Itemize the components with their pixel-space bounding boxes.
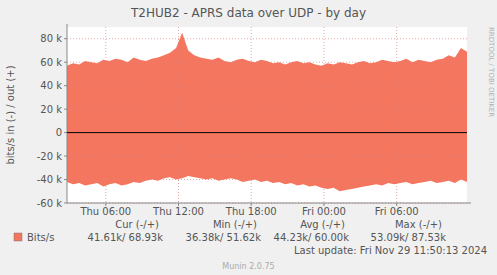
grid [67, 27, 467, 203]
area-in [67, 133, 467, 192]
stats-header: Cur (-/+) [115, 219, 159, 230]
y-tick-label: 0 [56, 127, 62, 138]
x-tick-label: Thu 06:00 [79, 206, 131, 217]
zero-line [67, 132, 467, 133]
y-grid-line [67, 38, 467, 39]
legend-label: Bits/s [27, 232, 54, 243]
y-axis [67, 24, 68, 203]
y-tick-label: 20 k [40, 104, 62, 115]
x-axis [67, 203, 471, 204]
stats-header: Avg (-/+) [300, 219, 345, 230]
y-grid-line [67, 85, 467, 86]
x-tick-label: Thu 18:00 [225, 206, 277, 217]
chart: T2HUB2 - APRS data over UDP - by day 80 k… [0, 0, 497, 275]
last-update: Last update: Fri Nov 29 11:50:13 2024 [294, 245, 487, 256]
y-tick-label: 60 k [40, 57, 62, 68]
y-axis-label: bits/s in (-) / out (+) [5, 65, 16, 164]
y-tick-label: 80 k [40, 33, 62, 44]
y-grid-line [67, 109, 467, 110]
stats-header: Max (-/+) [395, 219, 442, 230]
stats-value: 53.09k/ 87.53k [371, 232, 447, 243]
stats-value: 41.61k/ 68.93k [88, 232, 164, 243]
x-grid-line [105, 27, 106, 203]
y-tick-label: -60 k [37, 198, 63, 209]
x-tick-label: Fri 00:00 [302, 206, 346, 217]
background [0, 0, 497, 275]
title: T2HUB2 - APRS data over UDP - by day [130, 6, 366, 20]
y-tick-label: -40 k [37, 174, 63, 185]
stats-value: 44.23k/ 60.00k [274, 232, 350, 243]
x-tick-label: Fri 06:00 [375, 206, 419, 217]
area-out [67, 33, 467, 133]
stats-value: 36.38k/ 51.62k [186, 232, 262, 243]
stats-header: Min (-/+) [213, 219, 257, 230]
x-grid-line [396, 27, 397, 203]
x-grid-line [323, 27, 324, 203]
footer: Munin 2.0.75 [222, 262, 274, 271]
y-grid-line [67, 62, 467, 63]
x-grid-line [251, 27, 252, 203]
watermark: RRDTOOL / TOBI OETIKER [487, 27, 495, 117]
legend-swatch [14, 233, 22, 241]
y-tick-label: -20 k [37, 151, 63, 162]
y-grid-line [67, 132, 467, 133]
x-grid-line [178, 27, 179, 203]
data-group [67, 33, 467, 191]
y-grid-line [67, 179, 467, 180]
plot-area [67, 27, 467, 203]
y-tick-label: 40 k [40, 80, 62, 91]
x-tick-label: Thu 12:00 [152, 206, 204, 217]
y-grid-line [67, 156, 467, 157]
